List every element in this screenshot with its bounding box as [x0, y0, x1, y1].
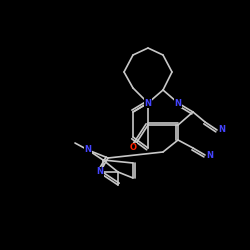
- Text: N: N: [174, 98, 182, 108]
- Text: N: N: [96, 168, 103, 176]
- Text: O: O: [130, 144, 136, 152]
- Text: N: N: [218, 126, 226, 134]
- Text: N: N: [84, 146, 91, 154]
- Text: N: N: [144, 98, 152, 108]
- Text: N: N: [206, 150, 214, 160]
